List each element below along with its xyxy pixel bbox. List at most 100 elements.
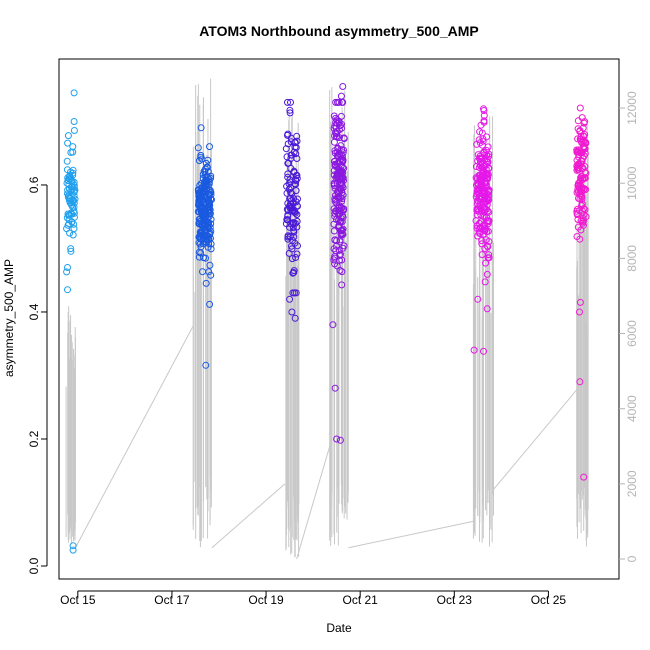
point-c1-160 <box>197 151 205 159</box>
point-outlier-c5-3 <box>576 308 583 316</box>
y2-tick-label-5: 10000 <box>625 166 639 200</box>
point-outlier-c2-0 <box>286 295 294 303</box>
point-c1-198 <box>204 196 211 204</box>
point-c1-184 <box>200 254 207 262</box>
point-c2-90 <box>290 195 298 203</box>
point-c4-171 <box>480 112 488 119</box>
point-c3-175 <box>331 212 339 220</box>
point-c4-172 <box>485 238 493 245</box>
y2-tick-label-1: 2000 <box>625 470 639 497</box>
point-c4-144 <box>485 251 493 259</box>
point-c3-98 <box>337 112 345 120</box>
point-outlier-c3-1 <box>331 384 339 392</box>
point-c4-187 <box>483 270 491 278</box>
y2-tick-label-2: 4000 <box>625 395 639 422</box>
point-c4-95 <box>479 137 487 145</box>
point-c5-122 <box>574 185 582 193</box>
point-outlier-c2-1 <box>288 308 296 316</box>
secondary-bridge-1 <box>211 483 286 549</box>
point-c0-72 <box>67 168 74 176</box>
point-c2-78 <box>287 197 295 205</box>
point-c5-129 <box>580 185 588 193</box>
point-c0-33 <box>66 229 74 237</box>
point-c1-1 <box>194 144 202 152</box>
point-c4-170 <box>482 205 490 213</box>
point-outlier-c3-0 <box>329 321 337 329</box>
point-c3-166 <box>333 262 341 270</box>
point-c4-197 <box>477 224 485 232</box>
point-c5-128 <box>579 137 587 145</box>
point-outlier-c0-5 <box>69 546 77 554</box>
y-tick-label-1: 0.2 <box>27 430 41 447</box>
point-c2-71 <box>290 267 298 275</box>
point-c5-91 <box>576 104 584 112</box>
point-c0-78 <box>67 247 75 255</box>
point-c5-87 <box>574 160 582 168</box>
point-c2-77 <box>283 216 291 224</box>
point-c2-100 <box>293 211 301 218</box>
point-outlier-c4-4 <box>480 105 487 113</box>
point-c0-64 <box>70 225 78 233</box>
chart-title: ATOM3 Northbound asymmetry_500_AMP <box>199 23 479 39</box>
point-outlier-c3-5 <box>337 92 345 100</box>
point-c1-37 <box>206 143 213 151</box>
point-c2-98 <box>293 174 301 182</box>
point-c1-130 <box>199 268 206 276</box>
point-c4-151 <box>485 187 493 195</box>
point-c3-136 <box>339 158 347 166</box>
point-outlier-c2-2 <box>291 314 299 322</box>
point-c1-123 <box>195 157 203 165</box>
point-c0-0 <box>69 231 77 239</box>
point-c3-189 <box>335 222 343 230</box>
point-c0-53 <box>63 268 71 276</box>
point-outlier-c5-4 <box>582 213 590 221</box>
x-axis-label: Date <box>326 621 352 635</box>
point-c5-121 <box>577 135 585 143</box>
point-c3-124 <box>330 138 338 146</box>
point-c2-79 <box>284 235 292 243</box>
point-c0-18 <box>70 127 78 134</box>
point-c2-93 <box>286 195 294 203</box>
point-c1-159 <box>207 271 215 279</box>
point-c3-119 <box>336 238 344 246</box>
point-c4-178 <box>478 237 486 245</box>
point-c1-197 <box>197 193 205 201</box>
point-c4-188 <box>477 121 485 129</box>
point-c2-43 <box>283 153 291 161</box>
secondary-bridge-0 <box>75 325 194 548</box>
point-c2-14 <box>288 255 296 263</box>
point-c4-131 <box>472 217 480 225</box>
secondary-bridge-4 <box>491 389 578 492</box>
point-c2-81 <box>284 131 291 139</box>
point-c2-27 <box>282 220 290 228</box>
point-c4-142 <box>474 197 481 205</box>
point-c3-177 <box>332 191 339 199</box>
point-c2-63 <box>294 242 301 250</box>
point-outlier-c1-0 <box>202 361 210 369</box>
point-c1-157 <box>195 187 202 195</box>
point-outlier-c4-1 <box>480 347 487 355</box>
point-c3-151 <box>333 119 341 127</box>
point-c0-79 <box>64 139 72 147</box>
point-c2-59 <box>294 195 301 203</box>
point-c5-125 <box>573 209 581 217</box>
point-outlier-c1-1 <box>206 300 214 308</box>
point-c1-166 <box>197 229 205 237</box>
point-c2-88 <box>287 164 295 172</box>
point-c2-76 <box>292 254 300 261</box>
point-c2-94 <box>293 202 301 210</box>
y-tick-label-0: 0.0 <box>27 557 41 574</box>
point-c5-117 <box>581 168 589 176</box>
point-c3-122 <box>338 186 345 194</box>
point-c5-75 <box>576 128 584 135</box>
point-c5-124 <box>575 194 582 202</box>
point-c4-182 <box>474 205 482 213</box>
point-c1-174 <box>204 156 212 164</box>
point-c3-144 <box>331 184 339 192</box>
point-c5-110 <box>578 200 586 208</box>
y2-tick-label-4: 8000 <box>625 245 639 272</box>
x-tick-label-5: Oct 25 <box>531 593 567 607</box>
point-c3-188 <box>337 203 345 211</box>
point-outlier-c0-0 <box>70 89 78 97</box>
point-c4-177 <box>476 175 484 183</box>
